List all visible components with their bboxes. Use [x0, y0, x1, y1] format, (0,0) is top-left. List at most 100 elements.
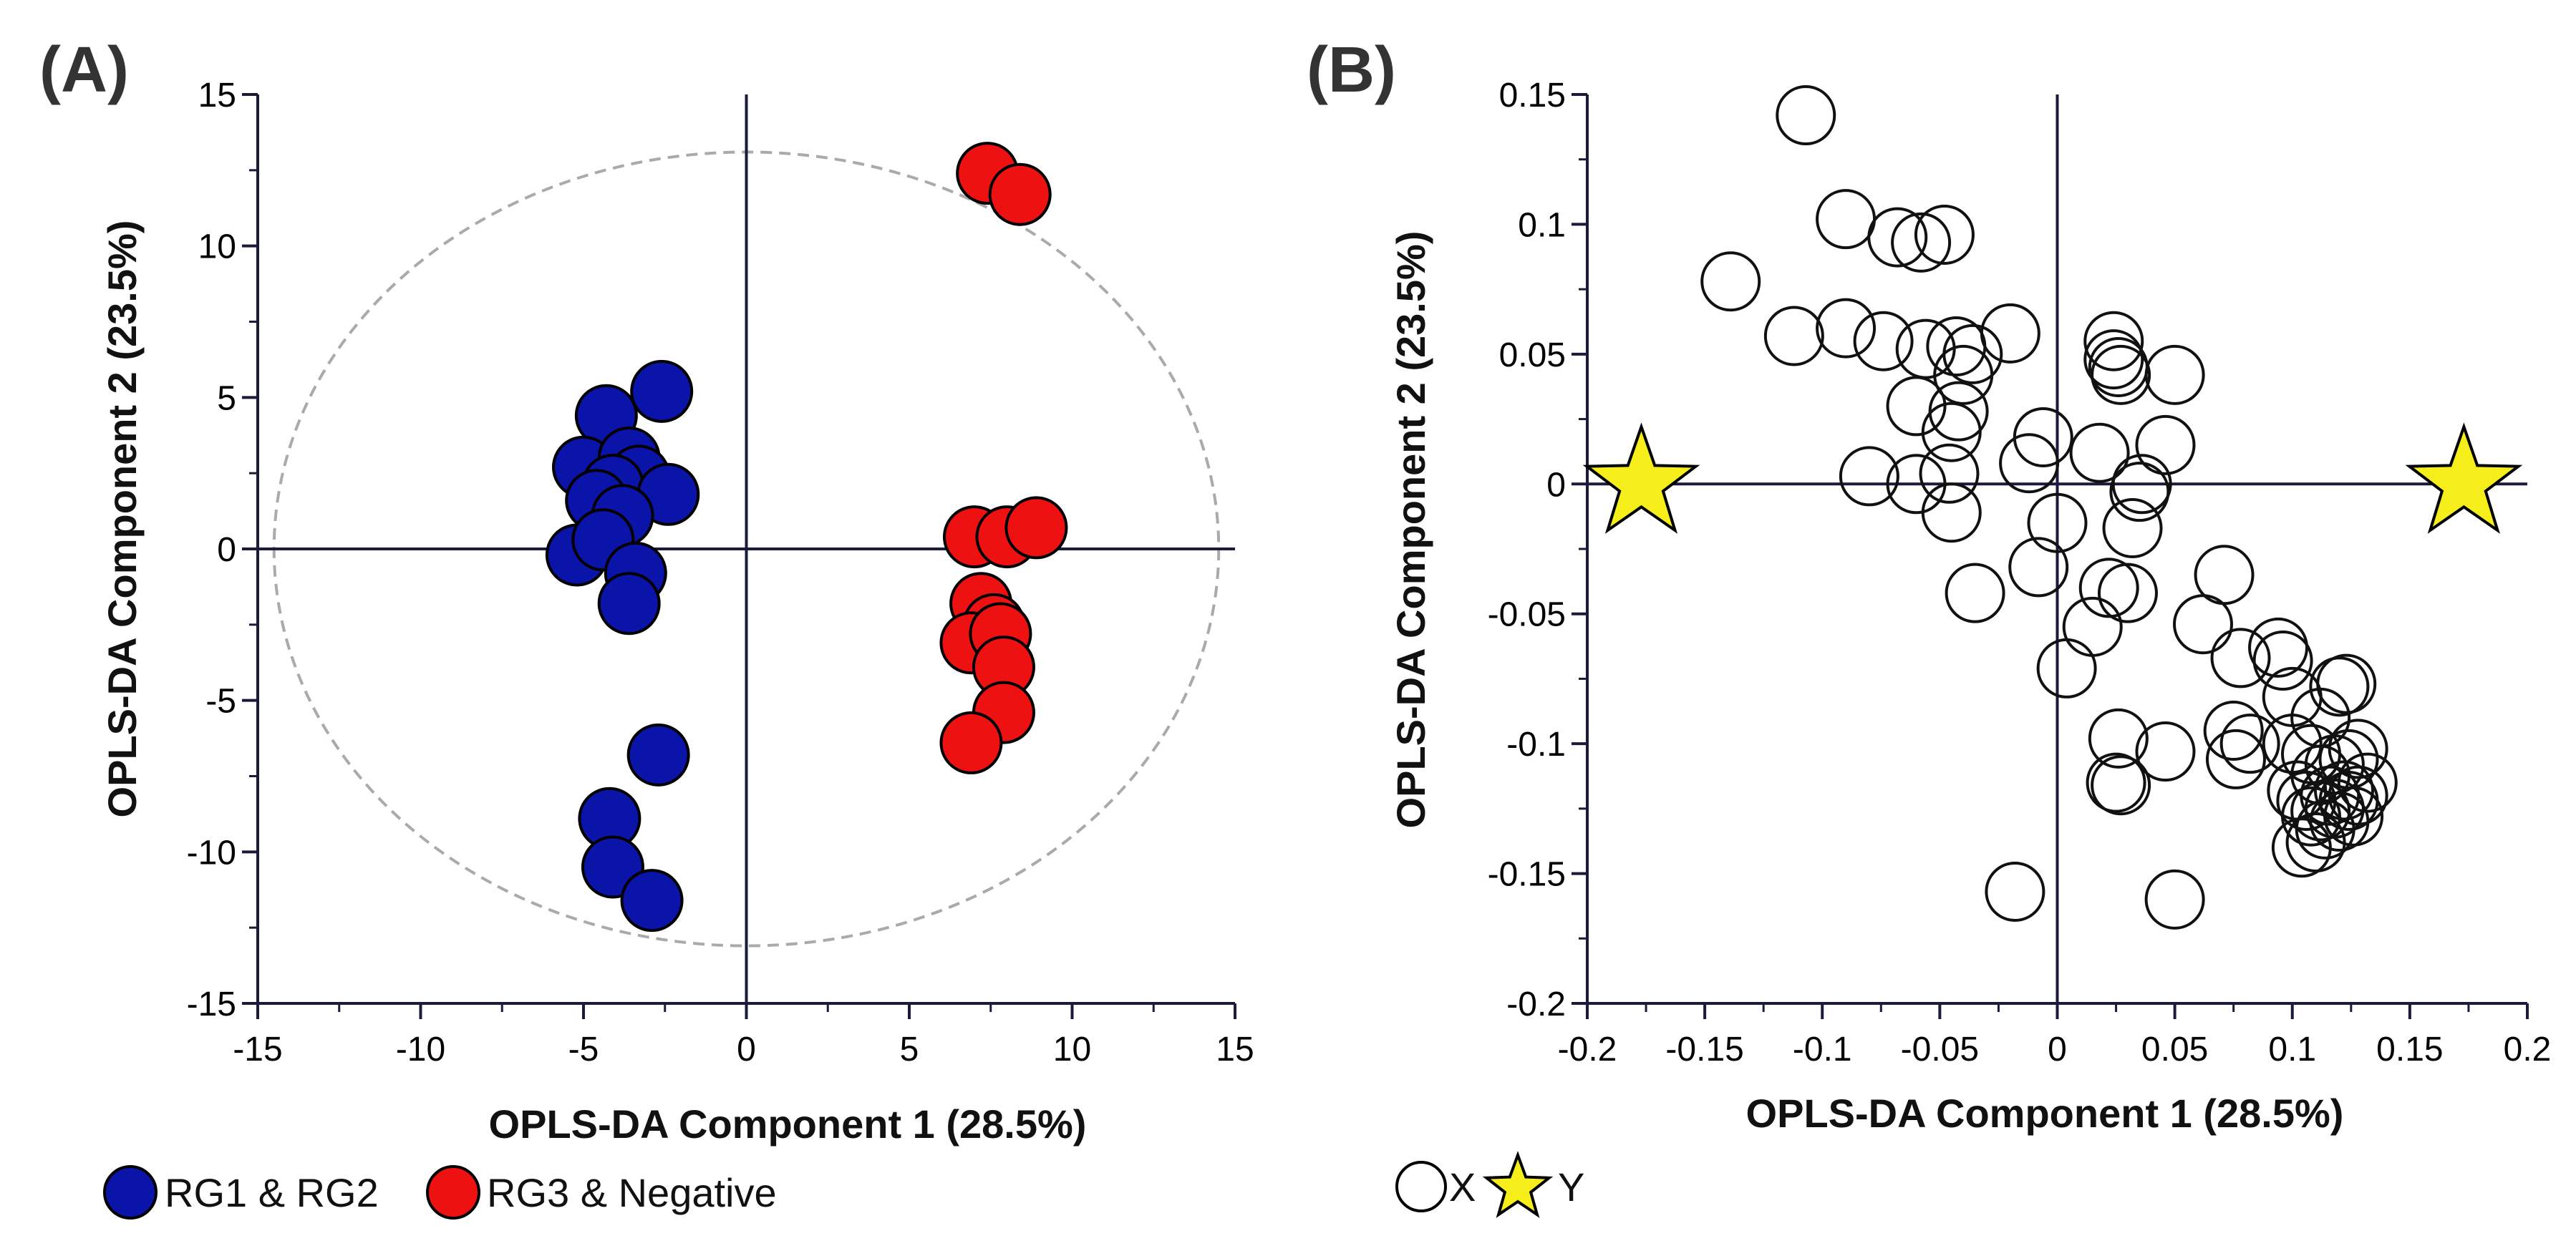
legend-label-y: Y — [1558, 1164, 1584, 1210]
panel-a-y-tick-label: 15 — [198, 77, 236, 115]
panel-b-point-x — [1816, 298, 1877, 359]
panel-b-point-x — [2205, 729, 2266, 789]
panel-b-series-1 — [1582, 422, 2523, 534]
panel-b-point-x — [2088, 708, 2149, 769]
panel-b-y-tick-label: 0.15 — [1499, 77, 1566, 115]
panel-a-points — [545, 142, 1068, 933]
panel-b-point-x — [1985, 861, 2045, 922]
panel-a-point-rg1-rg2 — [597, 572, 661, 636]
panel-b-point-x — [2013, 407, 2073, 467]
panel-b-point-x — [2027, 492, 2088, 553]
legend-marker-x — [1395, 1161, 1447, 1212]
panel-b-point-x — [1776, 85, 1836, 146]
panel-b-point-x — [1839, 446, 1899, 507]
panel-a-x-tick-label: -15 — [233, 1031, 282, 1069]
panel-b-x-tick-label: -0.2 — [1558, 1031, 1617, 1069]
panel-b-point-x — [1891, 212, 1952, 273]
panel-b-y-tick-label: 0 — [1546, 466, 1566, 504]
panel-b-x-tick-label: 0.05 — [2141, 1031, 2208, 1069]
panel-b-point-x — [2252, 631, 2313, 691]
panel-b-point-x — [1700, 251, 1761, 312]
panel-b-point-x — [2062, 596, 2123, 657]
panel-b-point-x — [2144, 869, 2205, 930]
panel-b-point-x — [1763, 306, 1824, 366]
panel-a-x-tick-label: -5 — [568, 1031, 599, 1069]
panel-a-y-tick-label: -5 — [205, 683, 236, 721]
panel-b-x-tick-label: -0.15 — [1665, 1031, 1743, 1069]
panel-a-axes: -15 -10 -5 0 5 10 15 -15 -10 -5 0 5 10 15 — [187, 77, 1254, 1069]
panel-b-x-tick-label: 0.2 — [2504, 1031, 2552, 1069]
panel-a-x-tick-label: 15 — [1216, 1031, 1254, 1069]
panel-a-y-tick-label: 5 — [217, 379, 236, 417]
panel-b-points — [1582, 85, 2523, 930]
panel-b-point-x — [2144, 344, 2205, 405]
panel-a-series-1 — [939, 142, 1068, 774]
legend-label-rg1-rg2: RG1 & RG2 — [165, 1170, 379, 1215]
legend-marker-rg1-rg2 — [103, 1165, 158, 1220]
panel-a-label: (A) — [39, 34, 129, 106]
panel-b: (B) -0.2 -0.15 -0.1 -0.05 0 0.05 0.1 0.15 0.2-0.… — [1307, 34, 2552, 1218]
panel-a-x-axis-title: OPLS-DA Component 1 (28.5%) — [489, 1101, 1087, 1147]
panel-b-point-x — [2083, 329, 2144, 390]
panel-b-x-tick-label: -0.05 — [1901, 1031, 1979, 1069]
panel-b-point-x — [2091, 344, 2151, 405]
panel-a-y-tick-label: 10 — [198, 228, 236, 266]
panel-b-point-x — [1816, 189, 1877, 250]
panel-a-zero-lines — [258, 94, 1235, 1003]
panel-b-legend: X Y — [1395, 1151, 1584, 1218]
panel-a-point-rg3-negative — [988, 162, 1052, 226]
panel-b-point-x — [2083, 311, 2144, 371]
panel-b-point-x — [1980, 303, 2040, 364]
panel-b-x-tick-label: 0 — [2048, 1031, 2067, 1069]
panel-b-point-x — [2008, 537, 2069, 598]
panel-b-point-x — [2309, 656, 2370, 717]
panel-b-point-x — [1853, 311, 1914, 371]
panel-b-point-x — [2091, 755, 2151, 816]
panel-b-x-axis-title: OPLS-DA Component 1 (28.5%) — [1746, 1091, 2344, 1136]
panel-b-y-tick-label: -0.15 — [1488, 856, 1566, 894]
panel-a-point-rg3-negative — [939, 711, 1003, 774]
panel-b-point-x — [2078, 558, 2139, 618]
panel-b-axes: -0.2 -0.15 -0.1 -0.05 0 0.05 0.1 0.15 0.2 -0.2 -0.… — [1488, 77, 2552, 1069]
legend-label-rg3-negative: RG3 & Negative — [487, 1170, 777, 1215]
panel-a-y-axis-title: OPLS-DA Component 2 (23.5%) — [100, 220, 145, 818]
panel-b-point-x — [2036, 638, 2097, 699]
panel-b-point-x — [2248, 617, 2309, 678]
panel-b-point-x — [2135, 414, 2196, 475]
panel-b-point-x — [2210, 628, 2271, 688]
panel-b-series-0 — [1700, 85, 2398, 930]
panel-a-x-tick-label: 0 — [737, 1031, 756, 1069]
panel-b-y-tick-label: 0.1 — [1518, 206, 1566, 244]
panel-b-point-x — [1933, 344, 1994, 405]
panel-b-point-x — [1921, 401, 1982, 462]
panel-a-y-tick-label: -10 — [187, 834, 236, 872]
panel-a-x-tick-label: -10 — [396, 1031, 445, 1069]
panel-b-point-x — [2219, 714, 2280, 774]
panel-b-point-x — [2203, 701, 2264, 761]
panel-b-point-x — [2328, 719, 2388, 779]
panel-a-series-0 — [545, 359, 700, 933]
panel-b-point-x — [2086, 752, 2146, 813]
panel-a-y-tick-label: 0 — [217, 531, 236, 569]
panel-b-point-x — [2267, 760, 2328, 821]
panel-a-point-rg1-rg2 — [630, 359, 694, 423]
panel-a-point-rg3-negative — [1004, 496, 1068, 560]
panel-b-point-x — [2316, 653, 2377, 714]
panel-a-x-tick-label: 10 — [1053, 1031, 1091, 1069]
panel-b-y-tick-label: -0.05 — [1488, 596, 1566, 634]
panel-b-point-x — [2173, 594, 2234, 655]
panel-b-x-tick-label: 0.15 — [2376, 1031, 2443, 1069]
panel-a-x-tick-label: 5 — [900, 1031, 919, 1069]
legend-label-x: X — [1449, 1164, 1476, 1210]
panel-b-point-y — [1582, 422, 1700, 534]
legend-marker-rg3-negative — [426, 1165, 480, 1220]
panel-b-point-x — [2135, 721, 2196, 782]
legend-marker-y — [1482, 1151, 1554, 1218]
panel-b-point-x — [1919, 443, 1980, 504]
panel-a-y-tick-label: -15 — [187, 985, 236, 1023]
panel-b-point-x — [1945, 563, 2005, 623]
panel-b-point-x — [2069, 422, 2130, 483]
panel-b-point-x — [1921, 482, 1982, 543]
panel-b-zero-lines — [1587, 94, 2527, 1003]
